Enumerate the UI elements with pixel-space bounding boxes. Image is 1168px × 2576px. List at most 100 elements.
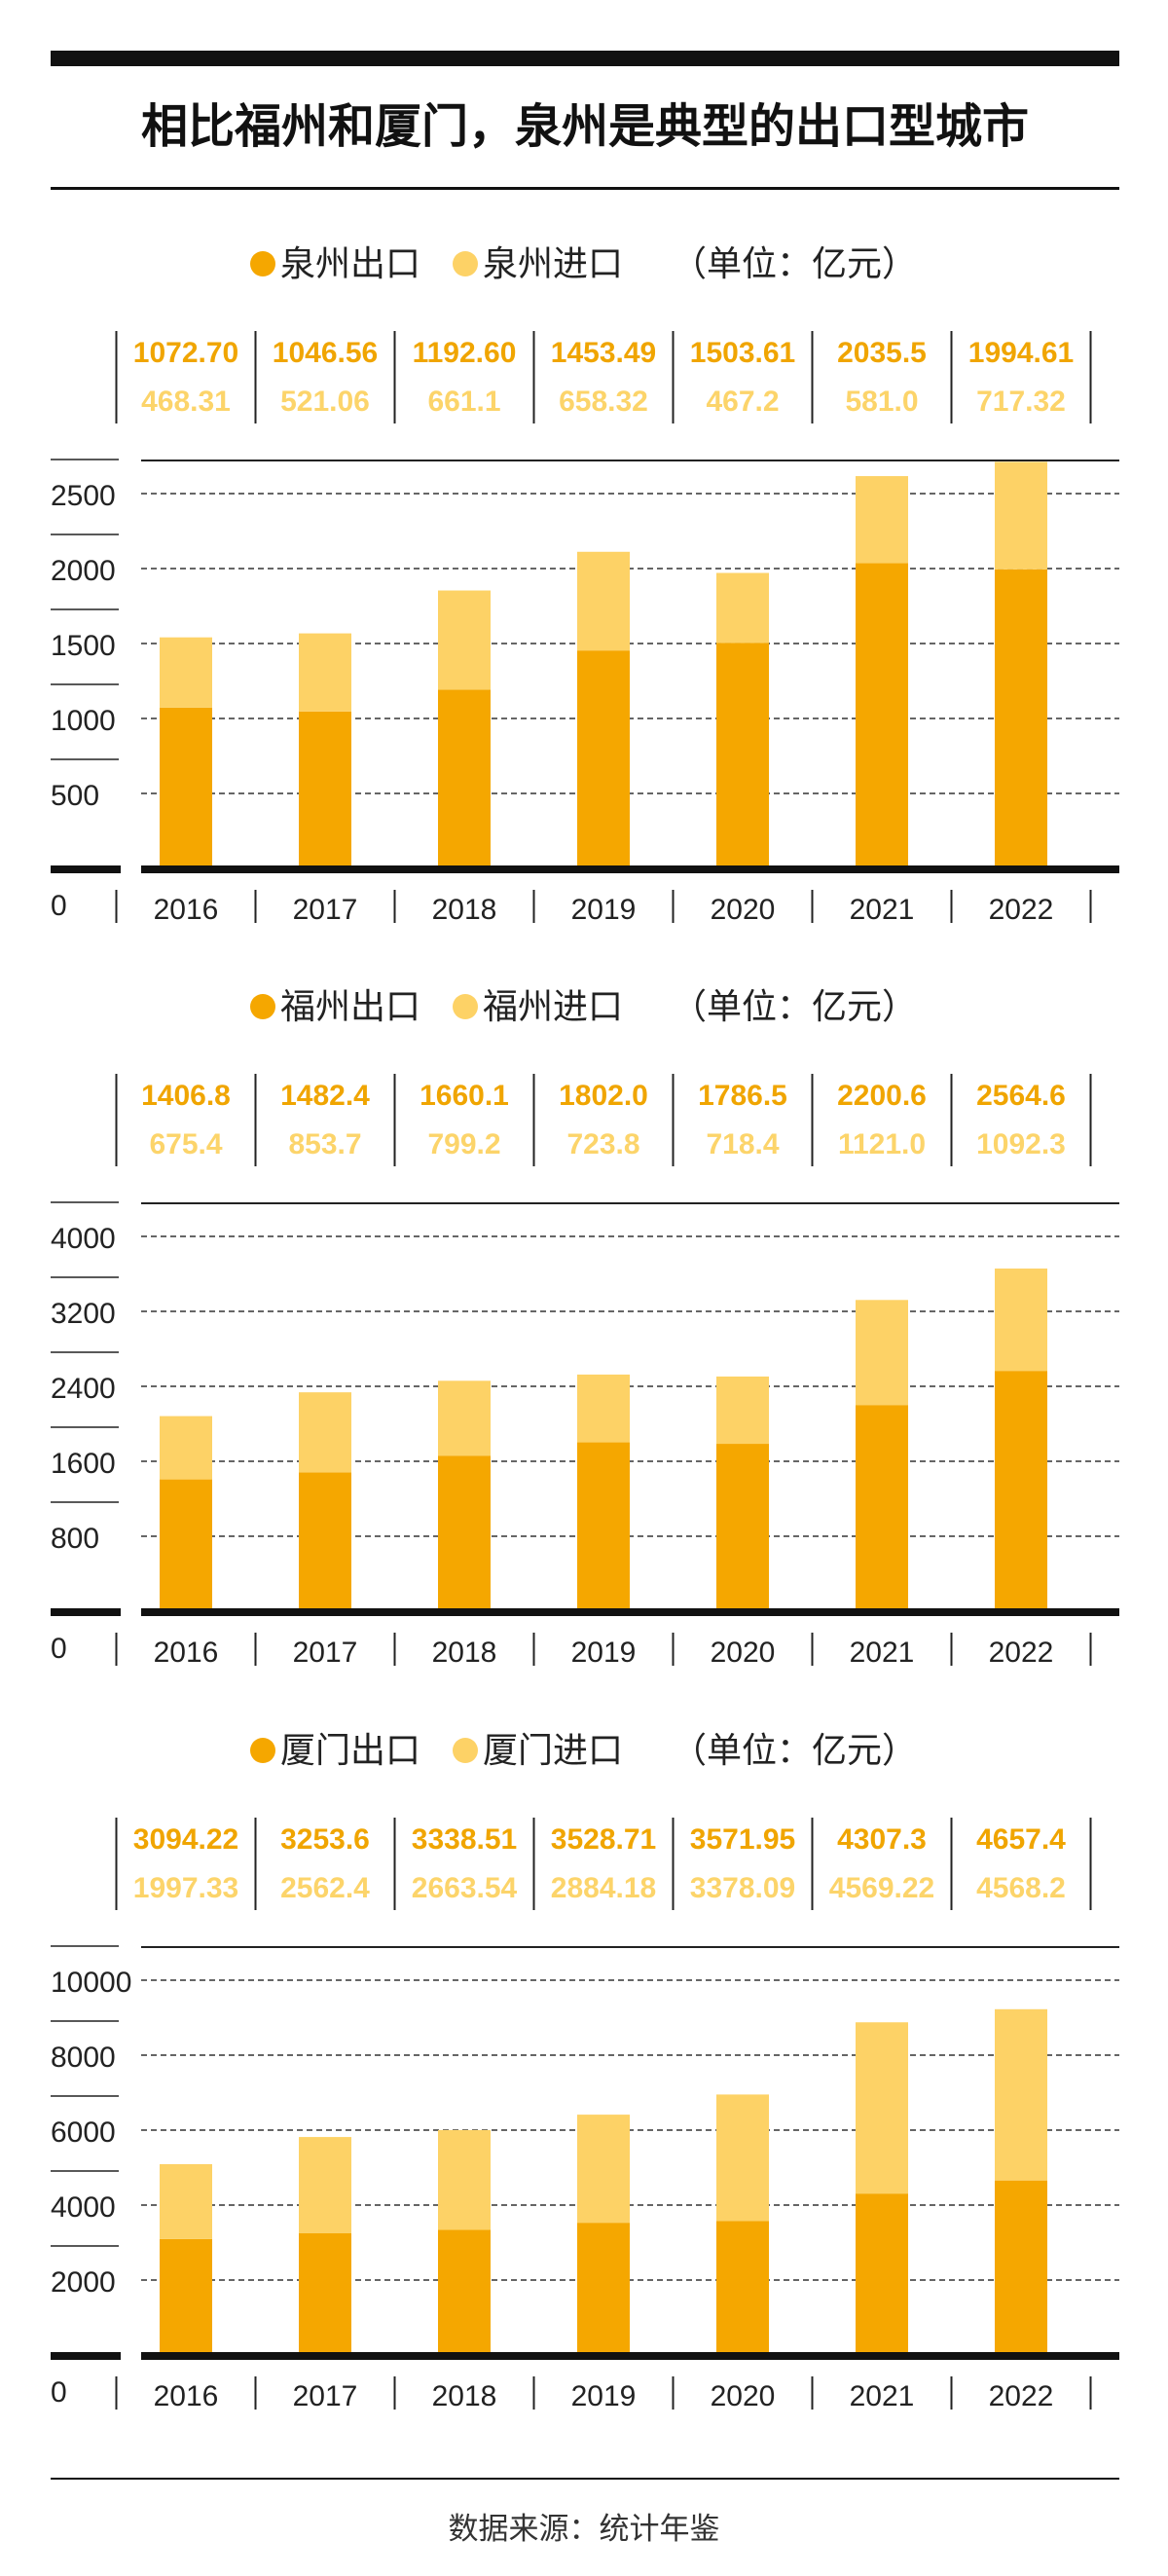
x-tick-label: 2021: [850, 894, 915, 926]
bar-export: [716, 643, 769, 868]
unit-label: （单位：亿元）: [672, 1731, 917, 1771]
y-tick-label: 2500: [51, 480, 116, 512]
import-value-label: 4569.22: [829, 1872, 934, 1904]
bar-export: [438, 689, 491, 868]
unit-label: （单位：亿元）: [672, 987, 917, 1027]
y-tick-label: 8000: [51, 2042, 116, 2074]
bar-import: [438, 1380, 491, 1456]
unit-label: （单位：亿元）: [672, 244, 917, 284]
bar-export: [716, 1444, 769, 1611]
x-tick-label: 2018: [432, 894, 497, 926]
export-value-label: 3571.95: [690, 1823, 795, 1856]
export-value-label: 1994.61: [968, 337, 1074, 369]
bar-import: [995, 461, 1047, 570]
bar-export: [160, 1479, 212, 1611]
import-value-label: 1092.3: [976, 1128, 1066, 1160]
y-axis-base-stub: [51, 1608, 121, 1616]
bar-export: [438, 1455, 491, 1611]
export-value-label: 2035.5: [837, 337, 927, 369]
title-divider: [51, 187, 1119, 190]
x-axis-baseline: [141, 865, 1119, 873]
bar-import: [995, 2008, 1047, 2181]
x-tick-label: 2022: [989, 894, 1054, 926]
import-value-label: 853.7: [288, 1128, 361, 1160]
bar-export: [716, 2221, 769, 2355]
bar-import: [995, 1269, 1047, 1372]
x-tick-label: 2017: [293, 894, 358, 926]
x-tick-label: 2020: [711, 1637, 776, 1669]
export-value-label: 1660.1: [420, 1080, 509, 1112]
export-value-label: 3528.71: [551, 1823, 656, 1856]
x-tick-label: 2021: [850, 2380, 915, 2412]
import-value-label: 2663.54: [412, 1872, 518, 1904]
data-source: 数据来源：统计年鉴: [448, 2512, 720, 2547]
y-tick-label: 1600: [51, 1448, 116, 1480]
import-value-label: 658.32: [559, 386, 648, 418]
import-value-label: 468.31: [141, 386, 231, 418]
import-value-label: 661.1: [427, 386, 500, 418]
bar-export: [577, 2223, 630, 2355]
export-value-label: 4657.4: [976, 1823, 1066, 1856]
bar-export: [577, 1442, 630, 1611]
y-tick-label: 10000: [51, 1967, 131, 1999]
import-value-label: 718.4: [706, 1128, 779, 1160]
bar-import: [856, 2022, 908, 2194]
x-tick-label: 2018: [432, 2380, 497, 2412]
bar-export: [299, 1472, 351, 1611]
legend-export-label: 福州出口: [280, 987, 420, 1027]
export-value-label: 1786.5: [698, 1080, 787, 1112]
y-tick-label: 1500: [51, 630, 116, 662]
bar-export: [995, 2180, 1047, 2355]
legend-import-marker: [453, 1738, 478, 1763]
export-value-label: 1406.8: [141, 1080, 231, 1112]
bar-export: [160, 2238, 212, 2355]
y-tick-label: 4000: [51, 1223, 116, 1255]
bar-import: [716, 572, 769, 644]
export-value-label: 1046.56: [273, 337, 378, 369]
x-tick-label: 2022: [989, 2380, 1054, 2412]
top-bar: [51, 51, 1119, 66]
y-tick-label: 1000: [51, 705, 116, 737]
export-value-label: 3094.22: [133, 1823, 238, 1856]
bar-export: [438, 2229, 491, 2355]
bar-import: [160, 1416, 212, 1480]
legend-export-marker: [250, 994, 275, 1019]
y-tick-label: 800: [51, 1523, 99, 1555]
export-value-label: 2564.6: [976, 1080, 1066, 1112]
x-tick-label: 2016: [154, 894, 219, 926]
bar-export: [160, 707, 212, 868]
x-tick-label: 2016: [154, 1637, 219, 1669]
export-value-label: 3338.51: [412, 1823, 517, 1856]
legend-import-label: 厦门进口: [483, 1731, 623, 1771]
y-axis-base-stub: [51, 865, 121, 873]
bar-export: [856, 1405, 908, 1611]
x-axis-baseline: [141, 1608, 1119, 1616]
legend-export-label: 泉州出口: [280, 244, 420, 284]
x-axis-baseline: [141, 2352, 1119, 2360]
export-value-label: 1802.0: [559, 1080, 648, 1112]
xiamen-chart: 厦门出口 厦门进口 （单位：亿元） 3094.22 1997.33 3253.6 2562.…: [51, 1731, 1119, 2412]
x-tick-label: 2021: [850, 1637, 915, 1669]
fuzhou-chart: 福州出口 福州进口 （单位：亿元） 1406.8 675.4 1482.4 853.7 166…: [51, 987, 1119, 1669]
legend-import-label: 福州进口: [483, 987, 623, 1027]
bar-import: [160, 2163, 212, 2239]
y-tick-label: 0: [51, 1633, 67, 1665]
bar-export: [856, 563, 908, 868]
import-value-label: 581.0: [845, 386, 918, 418]
x-tick-label: 2017: [293, 2380, 358, 2412]
page-title: 相比福州和厦门，泉州是典型的出口型城市: [140, 99, 1029, 154]
bar-import: [299, 633, 351, 712]
legend-export-marker: [250, 1738, 275, 1763]
legend-export-label: 厦门出口: [280, 1731, 420, 1771]
legend-export-marker: [250, 251, 275, 276]
legend-import-label: 泉州进口: [483, 244, 623, 284]
bar-import: [577, 1374, 630, 1443]
x-tick-label: 2016: [154, 2380, 219, 2412]
export-value-label: 1453.49: [551, 337, 656, 369]
bar-import: [577, 551, 630, 651]
bar-import: [856, 1300, 908, 1406]
bar-export: [995, 1371, 1047, 1611]
x-tick-label: 2019: [571, 2380, 637, 2412]
import-value-label: 4568.2: [976, 1872, 1066, 1904]
x-tick-label: 2019: [571, 1637, 637, 1669]
